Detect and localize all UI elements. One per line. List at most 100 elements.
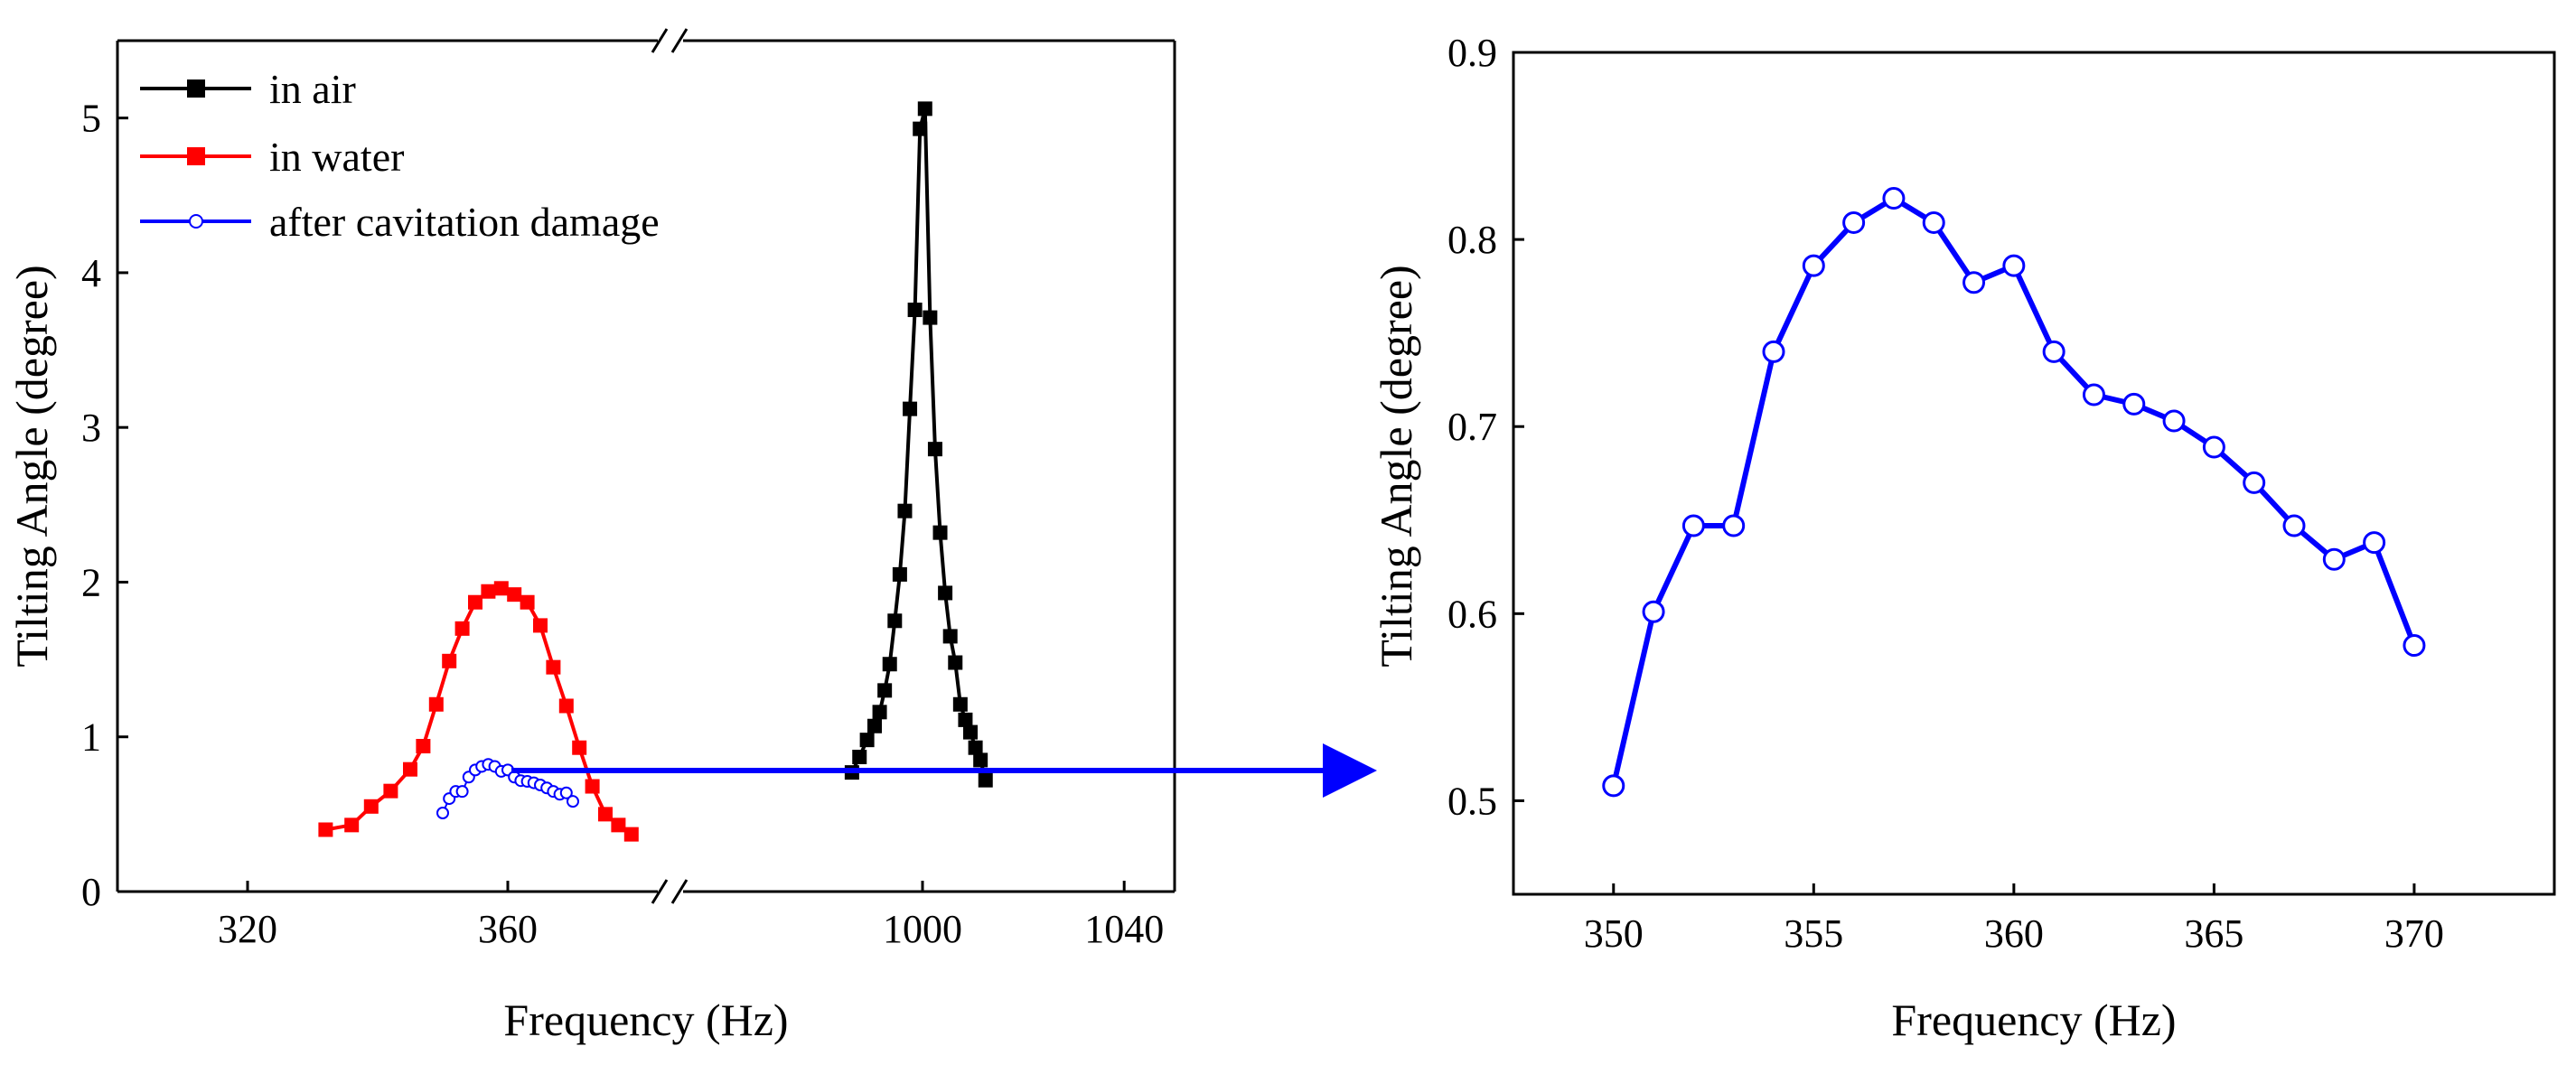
left-point-water [318, 822, 333, 837]
left-point-air [882, 657, 897, 672]
left-series-layer [318, 101, 993, 842]
left-point-water [533, 618, 548, 633]
right-point-cavitation [2403, 634, 2426, 658]
right-frame [1512, 51, 2556, 896]
left-point-cavitation [455, 785, 469, 799]
right-point-cavitation [1842, 210, 1866, 234]
right-point-cavitation [1681, 514, 1705, 537]
legend-label-water: in water [269, 134, 404, 180]
left-point-air [897, 503, 913, 518]
left-point-water [585, 779, 600, 794]
left-point-air [877, 683, 893, 698]
right-point-cavitation [2042, 340, 2065, 363]
left-point-water [468, 594, 482, 610]
left-point-air [923, 310, 938, 325]
left-point-water [520, 594, 535, 610]
left-series-line-water [325, 586, 632, 836]
left-point-air [952, 696, 968, 712]
right-point-cavitation [2162, 409, 2186, 433]
left-point-water [442, 653, 457, 668]
right-point-cavitation [1922, 210, 1945, 234]
left-point-air [968, 740, 983, 755]
left-point-water [383, 783, 398, 799]
right-y-tick-label: 0.5 [1447, 779, 1497, 823]
left-point-air [973, 752, 988, 768]
left-point-air [942, 629, 958, 644]
right-axis-ticks: 0.5 0.6 0.7 0.8 0.9 350 355 360 365 370 [1447, 31, 2444, 956]
left-x-tick-label: 360 [478, 907, 538, 951]
left-point-air [903, 401, 918, 416]
left-y-tick-label: 5 [81, 97, 101, 141]
left-point-air [917, 101, 932, 117]
left-point-water [344, 817, 360, 833]
right-point-cavitation [1602, 774, 1625, 798]
left-x-tick-label: 1000 [883, 907, 962, 951]
right-point-cavitation [1762, 340, 1785, 363]
right-point-cavitation [2082, 383, 2105, 406]
left-axis-ticks: 0 1 2 3 4 5 320 360 1000 1040 [81, 97, 1164, 951]
right-x-tick-label: 365 [2184, 911, 2243, 956]
right-x-tick-label: 370 [2384, 911, 2444, 956]
right-point-cavitation [1802, 254, 1825, 277]
left-point-air [852, 749, 867, 764]
right-point-cavitation [2122, 392, 2146, 416]
left-x-tick-label: 1040 [1084, 907, 1164, 951]
right-y-tick-label: 0.9 [1447, 31, 1497, 75]
right-point-cavitation [2243, 471, 2266, 494]
left-point-air [866, 718, 882, 733]
left-point-water [454, 621, 470, 636]
right-y-tick-label: 0.8 [1447, 218, 1497, 262]
left-point-water [428, 696, 444, 712]
left-point-air [978, 772, 993, 788]
left-point-water [611, 817, 626, 833]
right-point-cavitation [1642, 600, 1665, 623]
left-point-water [623, 827, 639, 842]
right-chart: 0.5 0.6 0.7 0.8 0.9 350 355 360 365 370 Frequency… [1371, 31, 2556, 1045]
left-point-cavitation [559, 786, 573, 799]
left-point-air [913, 121, 928, 136]
right-y-tick-label: 0.7 [1447, 405, 1497, 449]
right-x-tick-label: 350 [1584, 911, 1644, 956]
right-point-cavitation [2322, 547, 2346, 571]
left-point-air [958, 712, 973, 727]
right-point-cavitation [1722, 514, 1746, 537]
left-point-air [872, 705, 887, 720]
legend-label-air: in air [269, 66, 356, 112]
left-point-water [558, 698, 574, 714]
left-x-axis-title: Frequency (Hz) [503, 995, 788, 1045]
axis-break-bottom [651, 879, 688, 904]
right-point-cavitation [2002, 254, 2026, 277]
left-point-water [546, 659, 561, 675]
left-point-water [572, 740, 587, 755]
left-point-cavitation [436, 806, 449, 819]
left-series-line-air [850, 107, 988, 781]
left-point-water [598, 807, 613, 822]
right-point-cavitation [2202, 435, 2225, 459]
right-y-tick-label: 0.6 [1447, 592, 1497, 636]
left-y-tick-label: 3 [81, 406, 101, 450]
right-point-cavitation [2363, 531, 2386, 555]
left-point-air [932, 525, 948, 540]
right-x-axis-title: Frequency (Hz) [1891, 995, 2176, 1045]
left-point-air [887, 613, 903, 629]
legend-item-air: in air [140, 66, 356, 112]
left-y-tick-label: 0 [81, 870, 101, 914]
axis-break-top [651, 28, 688, 53]
left-point-air [907, 303, 923, 318]
right-x-tick-label: 360 [1984, 911, 2044, 956]
right-y-axis-title: Tilting Angle (degree) [1371, 265, 1421, 667]
left-point-water [481, 584, 496, 599]
left-point-cavitation [567, 795, 579, 808]
left-chart: 0 1 2 3 4 5 320 360 1000 1040 Frequency (Hz) Tilt… [6, 28, 1176, 1045]
right-point-cavitation [1882, 187, 1906, 210]
left-point-water [507, 587, 522, 603]
legend-item-cavitation: after cavitation damage [140, 199, 660, 245]
left-point-water [363, 799, 379, 814]
left-point-water [493, 581, 509, 596]
legend-item-water: in water [140, 134, 404, 180]
left-point-air [938, 585, 953, 601]
right-series-layer [1602, 187, 2426, 798]
legend-label-cavitation: after cavitation damage [269, 199, 660, 245]
left-y-tick-label: 1 [81, 715, 101, 760]
